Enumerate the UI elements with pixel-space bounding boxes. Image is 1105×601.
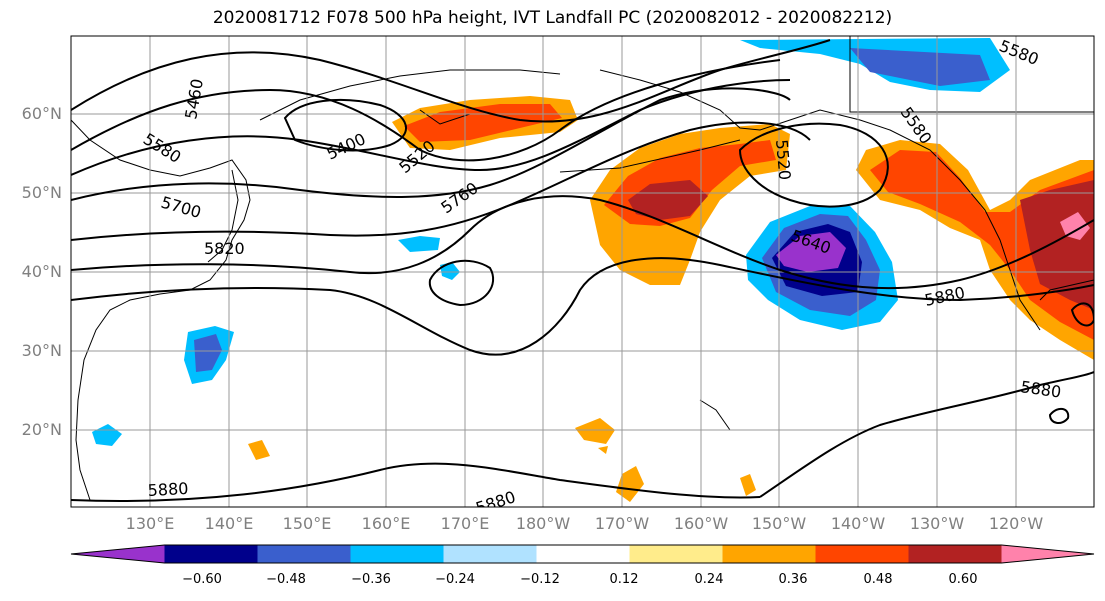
lon-label: 160°W (673, 514, 729, 533)
lon-label: 140°W (830, 514, 886, 533)
map-border (70, 35, 1095, 508)
coastlines (71, 36, 1094, 501)
colorbar (70, 544, 1095, 564)
positive-anomaly-fills (248, 96, 1094, 502)
colorbar-tick-label: −0.12 (520, 572, 560, 587)
colorbar-segment (908, 545, 1002, 563)
colorbar-tick-label: −0.36 (351, 572, 391, 587)
lon-label: 170°W (594, 514, 650, 533)
colorbar-tick-label: 0.36 (778, 572, 808, 587)
lon-label: 150°W (751, 514, 807, 533)
colorbar-tick-label: −0.48 (266, 572, 306, 587)
lon-label: 170°E (440, 514, 490, 533)
colorbar-segment (536, 545, 630, 563)
lat-label: 60°N (21, 104, 62, 123)
colorbar-tick-label: 0.48 (863, 572, 893, 587)
colorbar-tick-label: 0.60 (948, 572, 978, 587)
negative-anomaly-fills (92, 38, 1010, 446)
lat-label: 50°N (21, 183, 62, 202)
colorbar-segment (71, 545, 165, 563)
lon-label: 130°E (125, 514, 175, 533)
contour-label: 5820 (204, 239, 245, 258)
lon-label: 160°E (361, 514, 411, 533)
height-contours (71, 39, 1094, 502)
lon-label: 140°E (204, 514, 254, 533)
contour-label: 5520 (772, 139, 794, 181)
colorbar-segment (815, 545, 909, 563)
lon-label: 130°W (909, 514, 965, 533)
lon-label: 120°W (988, 514, 1044, 533)
colorbar-tick-label: −0.60 (182, 572, 222, 587)
lat-label: 30°N (21, 341, 62, 360)
colorbar-segment (722, 545, 816, 563)
colorbar-segment (257, 545, 351, 563)
colorbar-segment (350, 545, 444, 563)
lat-label: 40°N (21, 262, 62, 281)
gridlines (71, 36, 1094, 507)
colorbar-segment (164, 545, 258, 563)
lon-label: 180°W (515, 514, 571, 533)
lon-label: 150°E (282, 514, 332, 533)
colorbar-segment (629, 545, 723, 563)
contour-label: 5880 (147, 479, 189, 500)
map-title: 2020081712 F078 500 hPa height, IVT Land… (212, 8, 893, 28)
colorbar-segment (443, 545, 537, 563)
colorbar-tick-label: 0.12 (609, 572, 639, 587)
colorbar-outline (70, 544, 1095, 564)
colorbar-tick-label: 0.24 (694, 572, 724, 587)
colorbar-segment (1001, 545, 1094, 563)
lat-label: 20°N (21, 420, 62, 439)
colorbar-tick-label: −0.24 (435, 572, 475, 587)
